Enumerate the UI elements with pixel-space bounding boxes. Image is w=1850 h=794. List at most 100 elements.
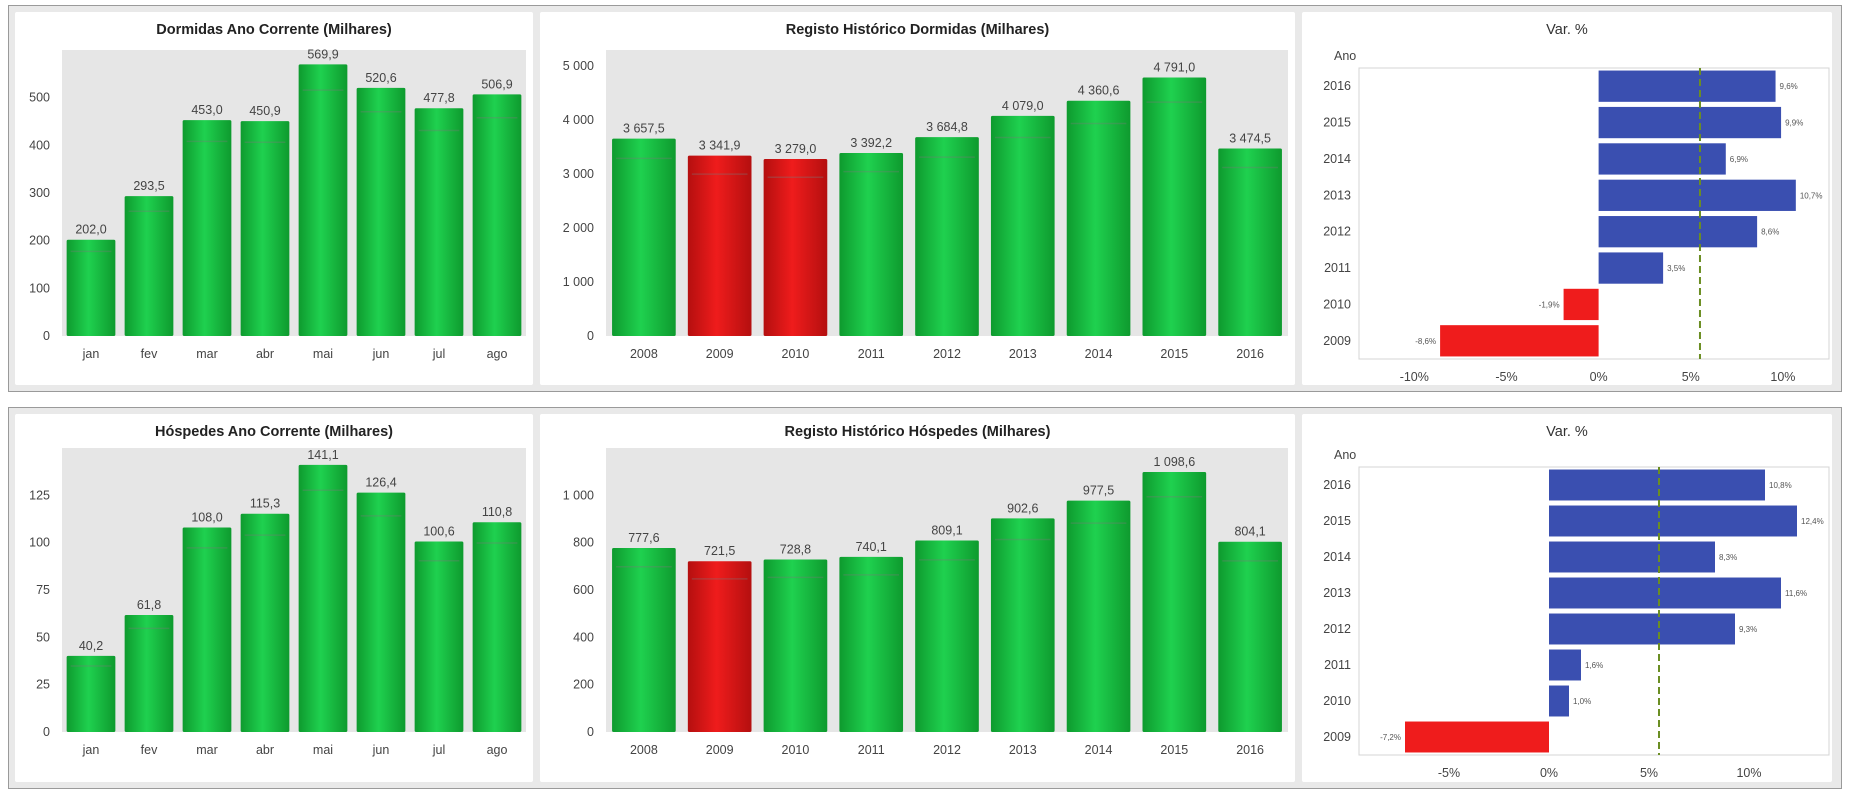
- x-tick-label: jan: [82, 347, 100, 361]
- x-tick-label: 2009: [706, 743, 734, 757]
- bar-value-label: 721,5: [704, 544, 735, 558]
- bar-fev: [124, 614, 174, 732]
- y-tick-label: 100: [29, 536, 50, 550]
- bar-2010: [763, 559, 828, 732]
- bar-jun: [356, 87, 406, 336]
- bar-2012: [915, 540, 979, 732]
- bar-value-label: 126,4: [365, 476, 396, 490]
- x-tick-label: 0%: [1590, 370, 1608, 384]
- bar-value-label: -8,6%: [1415, 337, 1436, 346]
- bar-value-label: 3 341,9: [699, 139, 741, 153]
- x-tick-label: 2013: [1009, 347, 1037, 361]
- y-tick-label: 2012: [1323, 225, 1351, 239]
- x-tick-label: 2014: [1085, 743, 1113, 757]
- y-tick-label: 0: [43, 725, 50, 739]
- y-tick-label: 2011: [1324, 658, 1351, 672]
- x-tick-label: 5%: [1682, 370, 1700, 384]
- bar-2011: [839, 152, 904, 336]
- x-tick-label: ago: [487, 743, 508, 757]
- bar-2008: [612, 547, 676, 732]
- y-tick-label: 0: [43, 329, 50, 343]
- x-tick-label: jul: [432, 347, 446, 361]
- x-tick-label: jun: [372, 743, 390, 757]
- bar-2013: [1598, 179, 1796, 211]
- bar-value-label: 3 684,8: [926, 120, 968, 134]
- bar-ago: [472, 94, 522, 336]
- dormidas-ano-chart: Dormidas Ano Corrente (Milhares) 0 100 200 3…: [29, 22, 526, 361]
- bar-value-label: 569,9: [307, 47, 338, 61]
- bar-value-label: 9,3%: [1739, 625, 1757, 634]
- y-tick-label: 2010: [1323, 297, 1351, 311]
- y-tick-label: 2 000: [563, 221, 594, 235]
- x-tick-label: 2008: [630, 743, 658, 757]
- bar-value-label: 804,1: [1234, 525, 1265, 539]
- bar-value-label: -7,2%: [1380, 733, 1401, 742]
- y-tick-label: 400: [29, 138, 50, 152]
- y-tick-label: 5 000: [563, 59, 594, 73]
- bar-2013: [990, 115, 1055, 336]
- x-tick-label: 2012: [933, 743, 961, 757]
- bar-value-label: 740,1: [856, 540, 887, 554]
- bar-value-label: 115,3: [250, 497, 280, 511]
- chart-title: Dormidas Ano Corrente (Milhares): [156, 22, 392, 38]
- bar-value-label: 520,6: [365, 71, 396, 85]
- y-tick-label: 2016: [1323, 478, 1351, 492]
- bar-value-label: 3 657,5: [623, 122, 665, 136]
- bar-value-label: 9,6%: [1780, 82, 1798, 91]
- bar-value-label: 3,5%: [1667, 264, 1685, 273]
- hospedes-panel-row: Hóspedes Ano Corrente (Milhares) 0 25 50 75 1…: [8, 407, 1842, 789]
- bar-value-label: 977,5: [1083, 484, 1114, 498]
- bar-2009: [1405, 721, 1549, 753]
- bar-2016: [1549, 469, 1765, 501]
- y-tick-label: 125: [29, 488, 50, 502]
- y-tick-label: 2016: [1323, 79, 1351, 93]
- y-tick-label: 2015: [1323, 116, 1351, 130]
- x-tick-label: mai: [313, 743, 333, 757]
- x-tick-label: 2011: [858, 347, 885, 361]
- bar-jan: [66, 239, 116, 336]
- bar-value-label: 12,4%: [1801, 517, 1824, 526]
- bar-2014: [1549, 541, 1715, 573]
- bar-value-label: 11,6%: [1785, 589, 1807, 598]
- bar-value-label: 10,8%: [1769, 481, 1792, 490]
- y-tick-label: 2015: [1323, 514, 1351, 528]
- bar-2014: [1066, 100, 1131, 336]
- bar-2009: [1440, 325, 1599, 357]
- x-tick-label: 2009: [706, 347, 734, 361]
- bar-2012: [1549, 613, 1735, 645]
- bar-2010: [1549, 685, 1569, 717]
- y-tick-label: 3 000: [563, 167, 594, 181]
- y-tick-label: 100: [29, 281, 50, 295]
- y-tick-label: 75: [36, 583, 50, 597]
- bar-2014: [1066, 500, 1131, 732]
- bar-value-label: 453,0: [191, 103, 222, 117]
- hospedes-var-chart: Var. % Ano -5% 0% 5% 10% 2016 10,8% 2015 12,4% 201…: [1323, 424, 1830, 780]
- bar-2010: [763, 159, 828, 336]
- y-tick-label: 800: [573, 536, 594, 550]
- bar-mar: [182, 120, 232, 336]
- x-tick-label: jan: [82, 743, 100, 757]
- x-tick-label: fev: [141, 347, 158, 361]
- bar-jul: [414, 108, 464, 337]
- y-tick-label: 300: [29, 186, 50, 200]
- x-tick-label: abr: [256, 743, 274, 757]
- y-tick-label: 200: [29, 234, 50, 248]
- x-tick-label: 2016: [1236, 743, 1264, 757]
- x-tick-label: 2015: [1160, 347, 1188, 361]
- bar-2011: [1549, 649, 1581, 681]
- bar-value-label: 1,6%: [1585, 661, 1603, 670]
- bar-value-label: 6,9%: [1730, 155, 1748, 164]
- bar-jul: [414, 541, 464, 732]
- bar-mai: [298, 464, 348, 732]
- y-tick-label: 2009: [1323, 730, 1351, 744]
- y-tick-label: 2014: [1323, 152, 1351, 166]
- y-tick-label: 2010: [1323, 694, 1351, 708]
- bar-mai: [298, 64, 348, 337]
- bar-value-label: 100,6: [423, 525, 454, 539]
- y-tick-label: 50: [36, 630, 50, 644]
- dormidas-panel-row: Dormidas Ano Corrente (Milhares) 0 100 200 3…: [8, 5, 1842, 392]
- bar-value-label: 40,2: [79, 639, 103, 653]
- x-tick-label: 2014: [1085, 347, 1113, 361]
- bar-2011: [839, 556, 904, 732]
- bar-jun: [356, 492, 406, 732]
